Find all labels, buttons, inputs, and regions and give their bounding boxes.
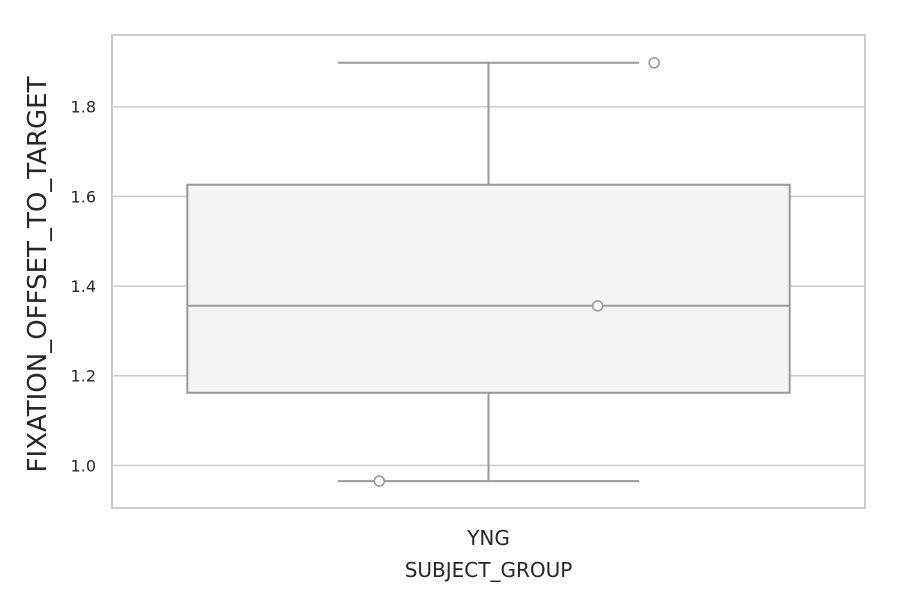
y-tick-label: 1.6 (71, 187, 96, 206)
y-tick-label: 1.2 (71, 367, 96, 386)
y-tick-label: 1.0 (71, 456, 96, 475)
box-iqr (186, 183, 791, 394)
data-point (591, 299, 604, 312)
y-tick-label: 1.8 (71, 98, 96, 117)
x-tick-labels: YNG (466, 526, 510, 550)
plot-frame (111, 34, 866, 509)
data-point (648, 56, 660, 69)
data-point (373, 475, 386, 487)
y-axis-label: FIXATION_OFFSET_TO_TARGET (23, 76, 53, 472)
y-tick-label: 1.4 (71, 277, 96, 296)
boxplots (186, 61, 791, 483)
boxplot-yng (186, 61, 791, 483)
x-tick-label: YNG (466, 526, 510, 550)
y-tick-labels: 1.0 1.2 1.4 1.6 1.8 (71, 98, 96, 476)
x-axis-label: SUBJECT_GROUP (405, 558, 573, 582)
data-points (373, 56, 660, 487)
